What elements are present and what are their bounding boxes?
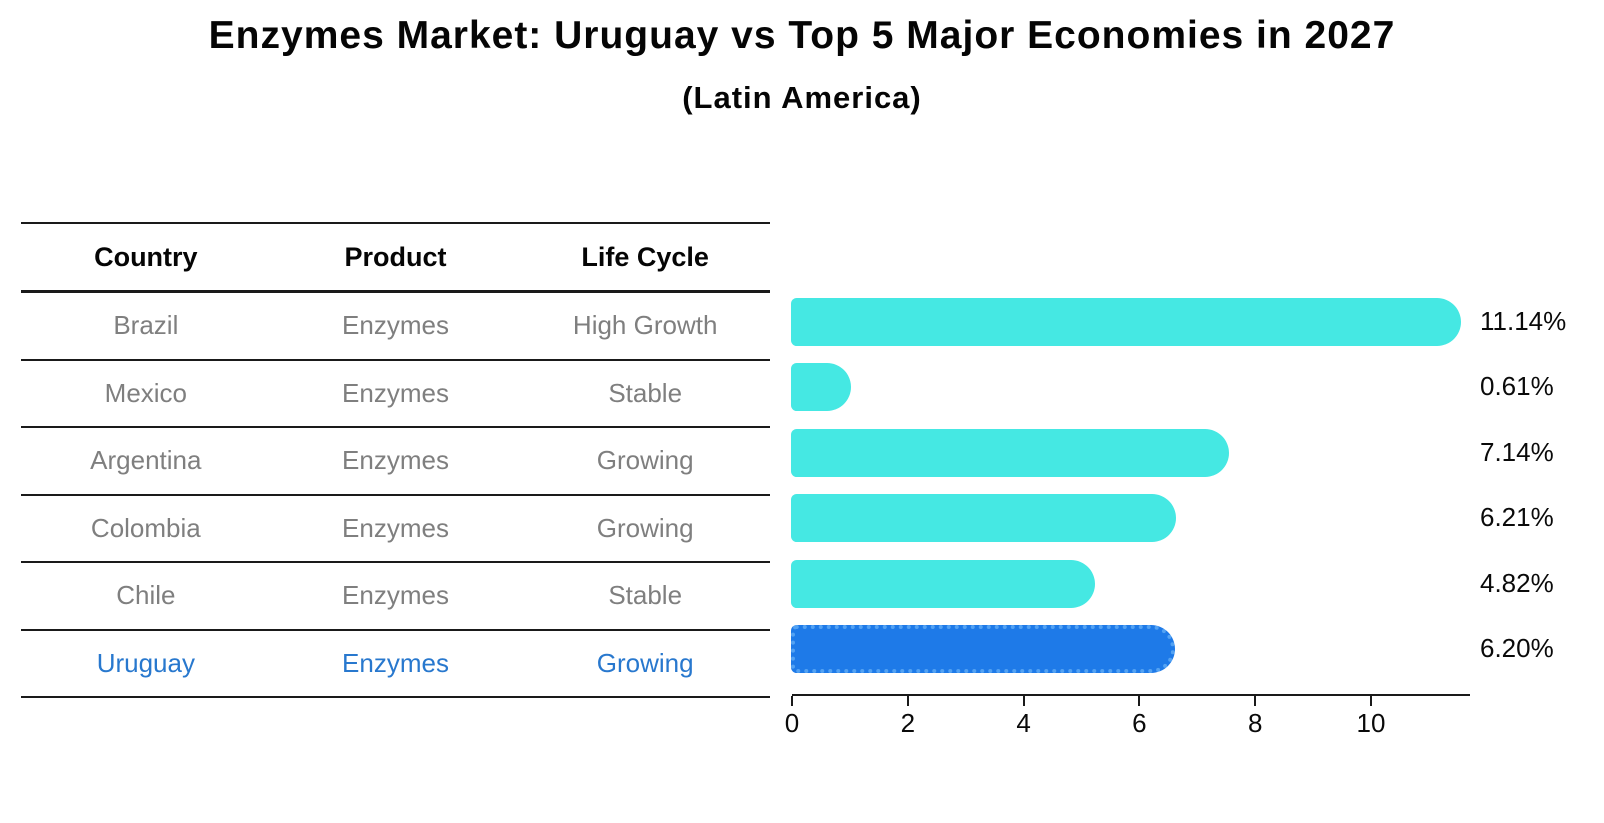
table-cell-life-cycle: Stable (608, 580, 683, 611)
chart-subtitle: (Latin America) (682, 80, 922, 115)
bar-uruguay (791, 625, 1175, 674)
table-cell-product: Enzymes (342, 647, 449, 678)
table-row: Mexico Enzymes Stable (21, 358, 770, 427)
x-tick-mark (791, 696, 793, 706)
x-tick-mark (1138, 696, 1141, 706)
table-row: Chile Enzymes Stable (21, 561, 770, 629)
table-row: Argentina Enzymes Growing (21, 426, 770, 494)
x-axis-line (792, 694, 1470, 696)
table-cell-life-cycle: Stable (608, 377, 683, 408)
column-header-lifecycle: Life Cycle (581, 241, 709, 272)
bar-chile (791, 559, 1096, 608)
table-cell-life-cycle: Growing (596, 512, 694, 543)
table-row: Uruguay Enzymes Growing (21, 628, 770, 697)
table-cell-life-cycle: High Growth (572, 310, 718, 341)
x-tick-mark (1254, 696, 1257, 706)
x-tick-mark (1370, 696, 1372, 706)
bar-value-label: 11.14% (1480, 305, 1567, 336)
table-body: Brazil Enzymes High Growth Mexico Enzymes Sta… (21, 291, 770, 696)
x-tick-mark (1022, 696, 1025, 706)
table-cell-country: Uruguay (96, 647, 195, 678)
table-cell-country: Brazil (113, 310, 179, 341)
bar-value-label: 7.14% (1480, 436, 1554, 467)
table-row: Colombia Enzymes Growing (21, 493, 770, 562)
bar-argentina (791, 428, 1230, 477)
table-cell-country: Chile (116, 580, 176, 611)
column-header-country: Country (94, 241, 198, 272)
x-tick-label: 8 (1247, 708, 1263, 738)
bar-mexico (791, 363, 852, 412)
table-cell-country: Argentina (90, 445, 202, 476)
table-cell-country: Mexico (104, 377, 188, 408)
table-cell-product: Enzymes (342, 445, 449, 476)
bar-value-label: 6.20% (1480, 633, 1554, 664)
table-header-row: Country Product Life Cycle (21, 222, 770, 291)
table-row: Brazil Enzymes High Growth (21, 291, 770, 359)
x-tick-label: 4 (1016, 708, 1031, 738)
country-table: Country Product Life Cycle Brazil Enzymes… (21, 222, 770, 698)
table-cell-life-cycle: Growing (596, 445, 694, 476)
table-cell-product: Enzymes (342, 310, 449, 341)
bar-value-label: 6.21% (1480, 502, 1554, 533)
bar-brazil (791, 297, 1461, 346)
bar-value-label: 4.82% (1480, 567, 1554, 598)
table-cell-product: Enzymes (342, 377, 449, 408)
table-cell-product: Enzymes (342, 512, 449, 543)
x-tick-mark (906, 696, 909, 706)
x-tick-label: 2 (900, 708, 916, 738)
x-tick-label: 10 (1356, 708, 1386, 738)
x-tick-label: 6 (1132, 708, 1147, 738)
chart-title: Enzymes Market: Uruguay vs Top 5 Major E… (208, 14, 1396, 57)
table-cell-life-cycle: Growing (596, 647, 694, 678)
x-tick-label: 0 (784, 708, 800, 738)
column-header-product: Product (344, 241, 447, 272)
table-cell-product: Enzymes (342, 580, 449, 611)
bar-value-label: 0.61% (1480, 371, 1554, 402)
bar-colombia (791, 494, 1176, 543)
table-cell-country: Colombia (90, 512, 201, 543)
